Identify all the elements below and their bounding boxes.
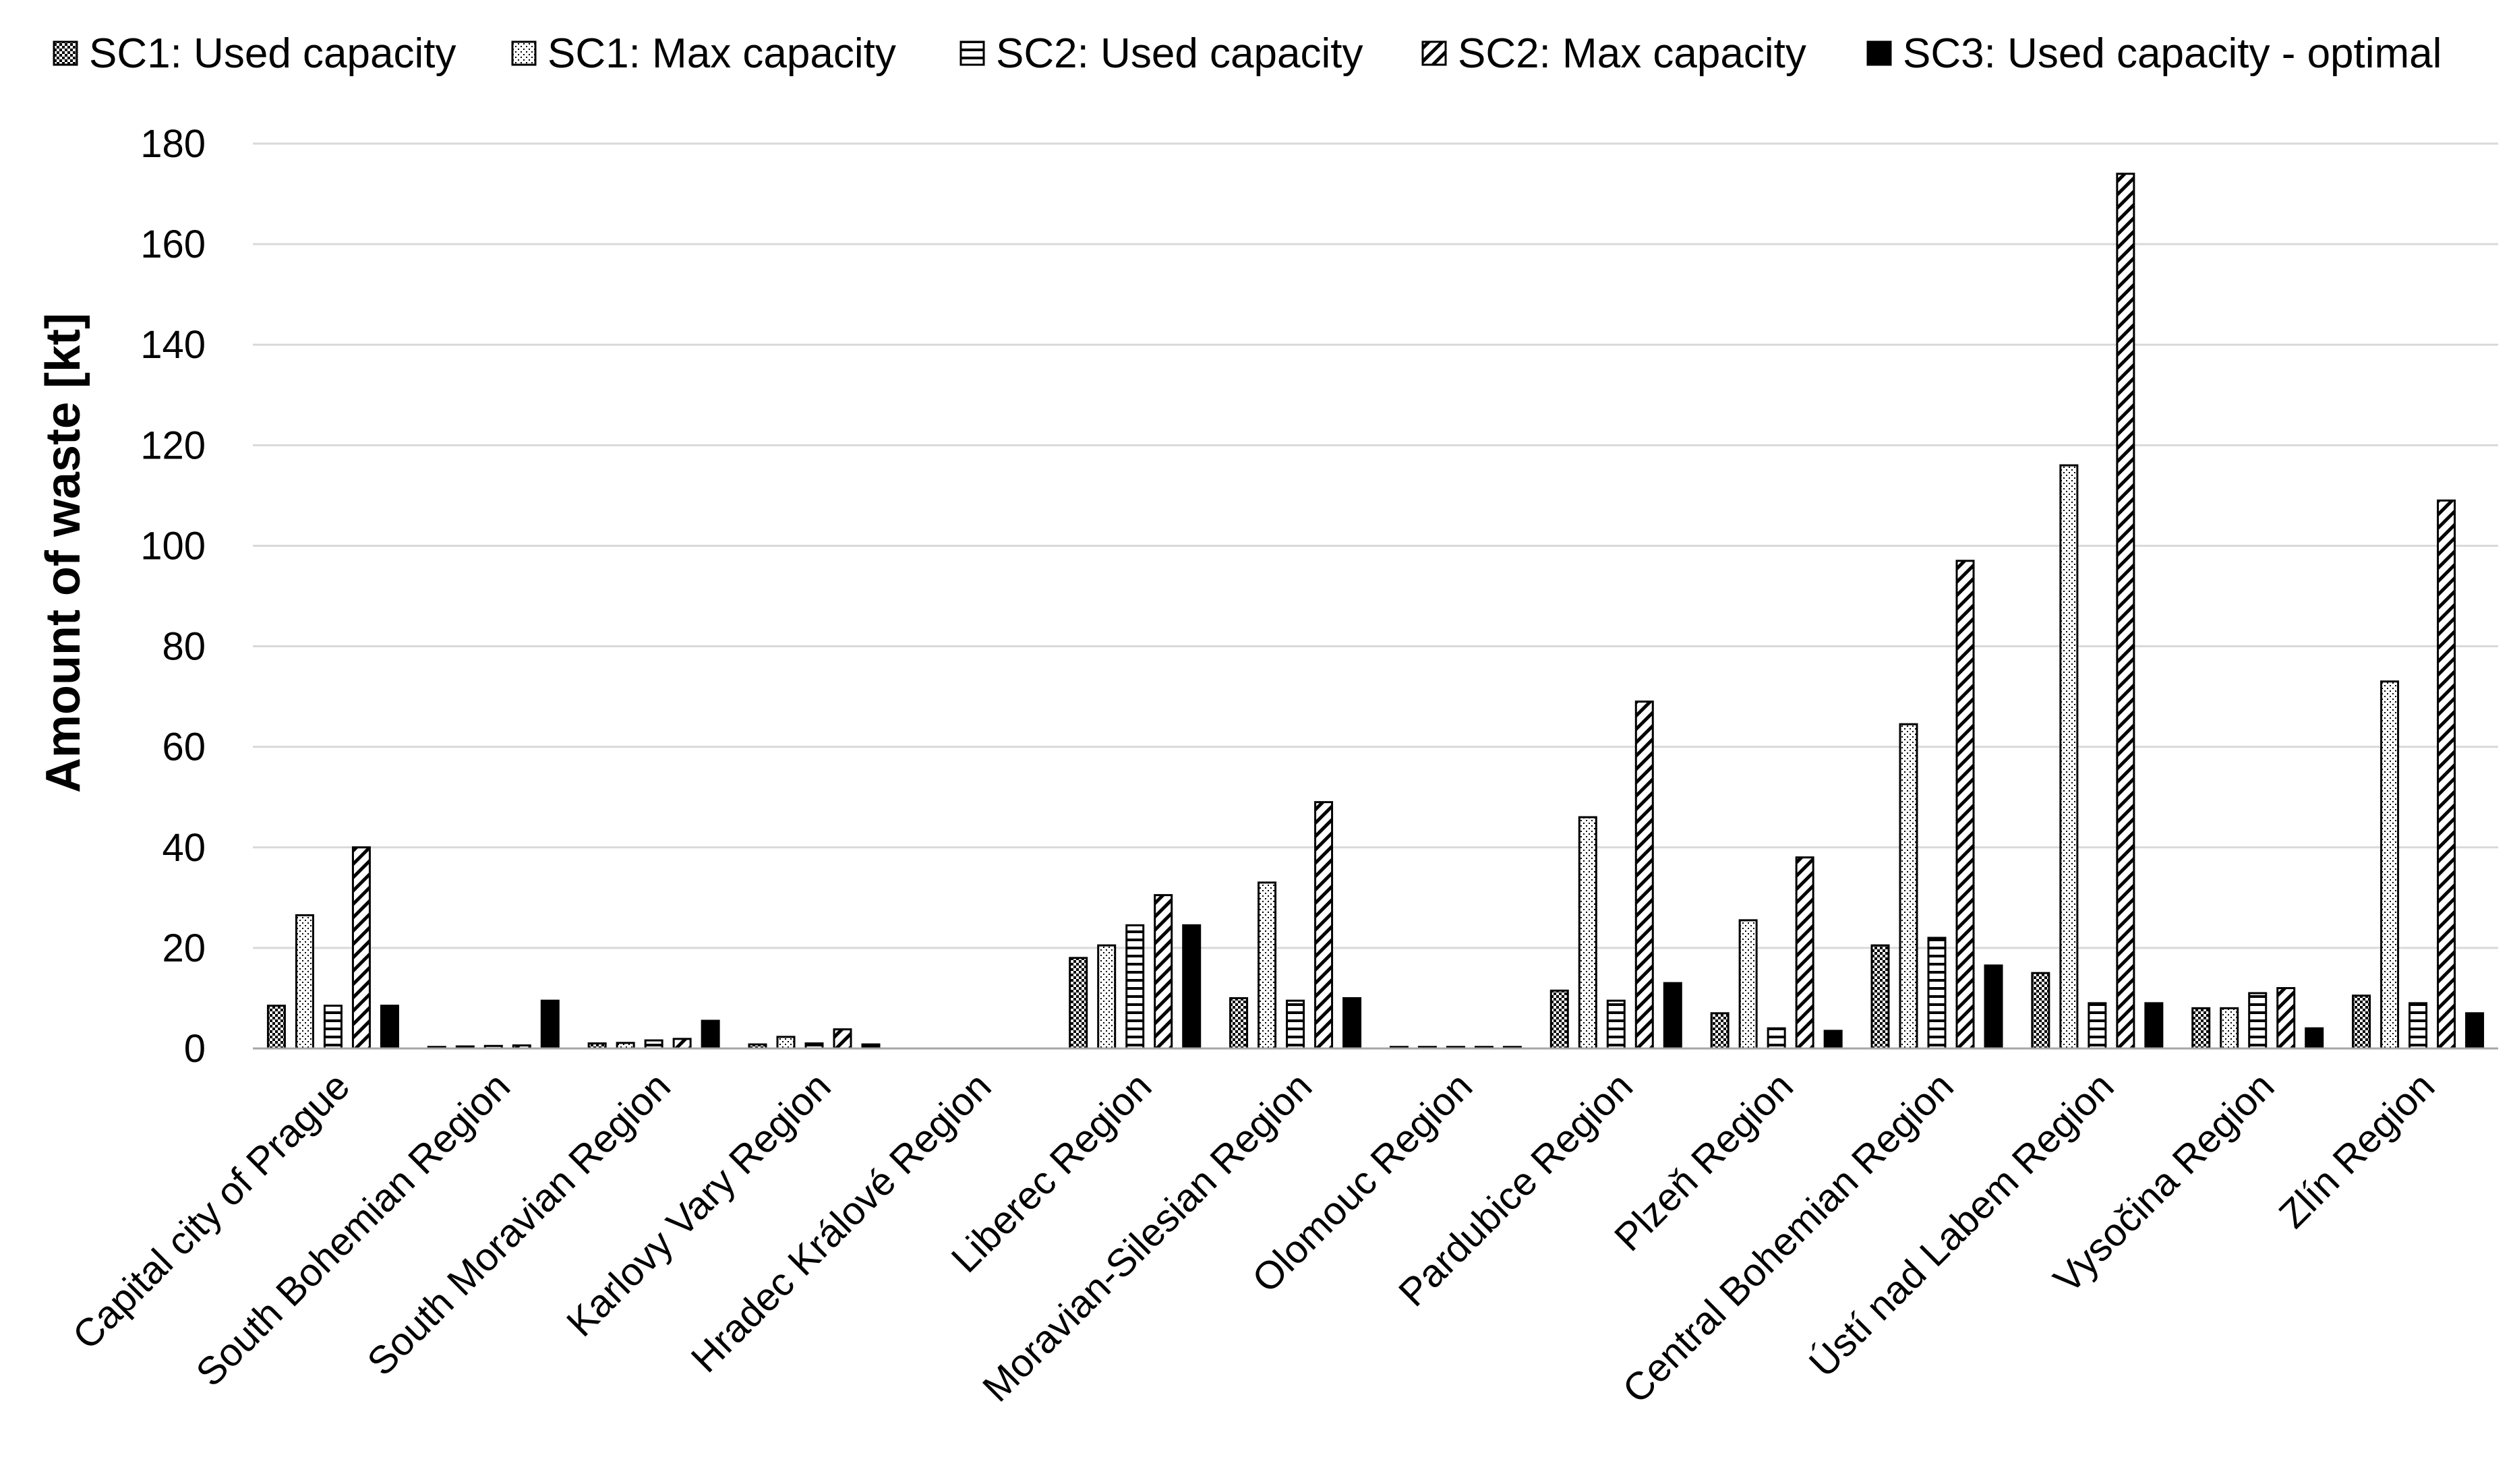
legend-label: SC1: Used capacity (89, 30, 456, 77)
bar-2-11 (1899, 723, 1918, 1050)
x-tick-label: Karlovy Vary Region (558, 1064, 839, 1345)
bar-5-7 (1342, 997, 1362, 1050)
y-tick-label: 160 (140, 222, 206, 266)
x-tick-label: Ústí nad Labem Region (1801, 1064, 2123, 1386)
bar-3-14 (2408, 1002, 2428, 1050)
legend-label: SC2: Used capacity (996, 30, 1363, 77)
bar-3-12 (2088, 1002, 2107, 1050)
bar-1-9 (1549, 989, 1569, 1050)
bar-4-1 (351, 846, 371, 1050)
bar-2-14 (2380, 680, 2400, 1050)
bar-5-14 (2465, 1012, 2485, 1050)
bar-4-9 (1634, 701, 1654, 1050)
bar-5-11 (1984, 964, 2003, 1050)
bar-3-1 (323, 1005, 343, 1050)
x-tick-label: Hradec Králové Region (683, 1064, 1000, 1381)
bar-3-7 (1286, 999, 1305, 1050)
y-tick-label: 140 (140, 323, 206, 367)
legend-label: SC1: Max capacity (548, 30, 896, 77)
bar-3-3 (644, 1039, 663, 1050)
y-tick-label: 180 (140, 122, 206, 166)
bar-5-9 (1663, 982, 1682, 1050)
bar-3-11 (1927, 937, 1947, 1050)
y-tick-label: 60 (162, 725, 206, 769)
bar-4-4 (833, 1028, 852, 1050)
bar-2-12 (2059, 464, 2079, 1050)
bar-2-13 (2220, 1007, 2239, 1050)
bar-5-12 (2144, 1002, 2164, 1050)
bar-4-10 (1795, 856, 1814, 1050)
legend-swatch (53, 40, 78, 66)
bar-4-12 (2116, 173, 2135, 1050)
x-tick-label: Moravian-Silesian Region (974, 1064, 1320, 1410)
bar-3-9 (1606, 999, 1626, 1050)
x-tick-label: Capital city of Prague (64, 1064, 358, 1358)
legend-swatch (1866, 40, 1892, 66)
bar-1-7 (1229, 997, 1249, 1050)
y-tick-label: 100 (140, 524, 206, 568)
legend: SC1: Used capacity SC1: Max capacity SC2: … (53, 30, 2442, 77)
y-tick-label: 0 (184, 1027, 206, 1071)
bar-3-13 (2248, 992, 2268, 1050)
bar-5-13 (2305, 1027, 2324, 1050)
bar-4-13 (2276, 987, 2296, 1050)
bar-2-9 (1578, 816, 1597, 1050)
y-tick-label: 80 (162, 625, 206, 669)
bar-2-6 (1097, 944, 1117, 1050)
y-tick-label: 120 (140, 423, 206, 467)
x-tick-label: South Moravian Region (359, 1064, 679, 1384)
bars (266, 173, 2485, 1050)
bar-5-6 (1182, 924, 1202, 1050)
y-tick-label: 40 (162, 826, 206, 870)
bar-1-11 (1870, 944, 1890, 1050)
x-tick-label: South Bohemian Region (187, 1064, 519, 1395)
bar-2-7 (1258, 881, 1277, 1050)
legend-label: SC3: Used capacity - optimal (1903, 30, 2442, 77)
y-axis-title: Amount of waste [kt] (36, 313, 90, 793)
bar-1-13 (2191, 1007, 2211, 1050)
bar-2-1 (295, 914, 314, 1050)
bar-1-14 (2352, 995, 2371, 1050)
bar-1-1 (266, 1005, 286, 1050)
bar-2-4 (776, 1036, 796, 1050)
legend-swatch (511, 40, 537, 66)
bar-5-2 (540, 999, 560, 1050)
bar-4-14 (2437, 499, 2456, 1050)
bar-4-6 (1154, 894, 1173, 1050)
bar-5-10 (1823, 1030, 1843, 1050)
bar-4-11 (1955, 560, 1975, 1050)
bar-1-10 (1710, 1012, 1729, 1050)
bar-2-10 (1738, 919, 1758, 1050)
legend-label: SC2: Max capacity (1458, 30, 1806, 77)
y-tick-label: 20 (162, 926, 206, 970)
bar-4-7 (1314, 801, 1334, 1050)
bar-4-3 (672, 1038, 692, 1050)
legend-swatch (959, 40, 985, 66)
bar-3-10 (1767, 1027, 1786, 1050)
bar-1-6 (1069, 957, 1088, 1050)
legend-swatch (1421, 40, 1447, 66)
bar-5-1 (380, 1005, 399, 1050)
gridlines (253, 142, 2498, 949)
bar-5-3 (701, 1019, 720, 1050)
y-axis-ticks: 0 20 40 60 80 100 120 140 160 180 (140, 122, 206, 1071)
bar-1-12 (2031, 972, 2050, 1050)
bar-3-6 (1125, 924, 1145, 1050)
x-tick-label: Zlín Region (2271, 1064, 2444, 1237)
x-tick-label: Central Bohemian Region (1614, 1064, 1962, 1412)
